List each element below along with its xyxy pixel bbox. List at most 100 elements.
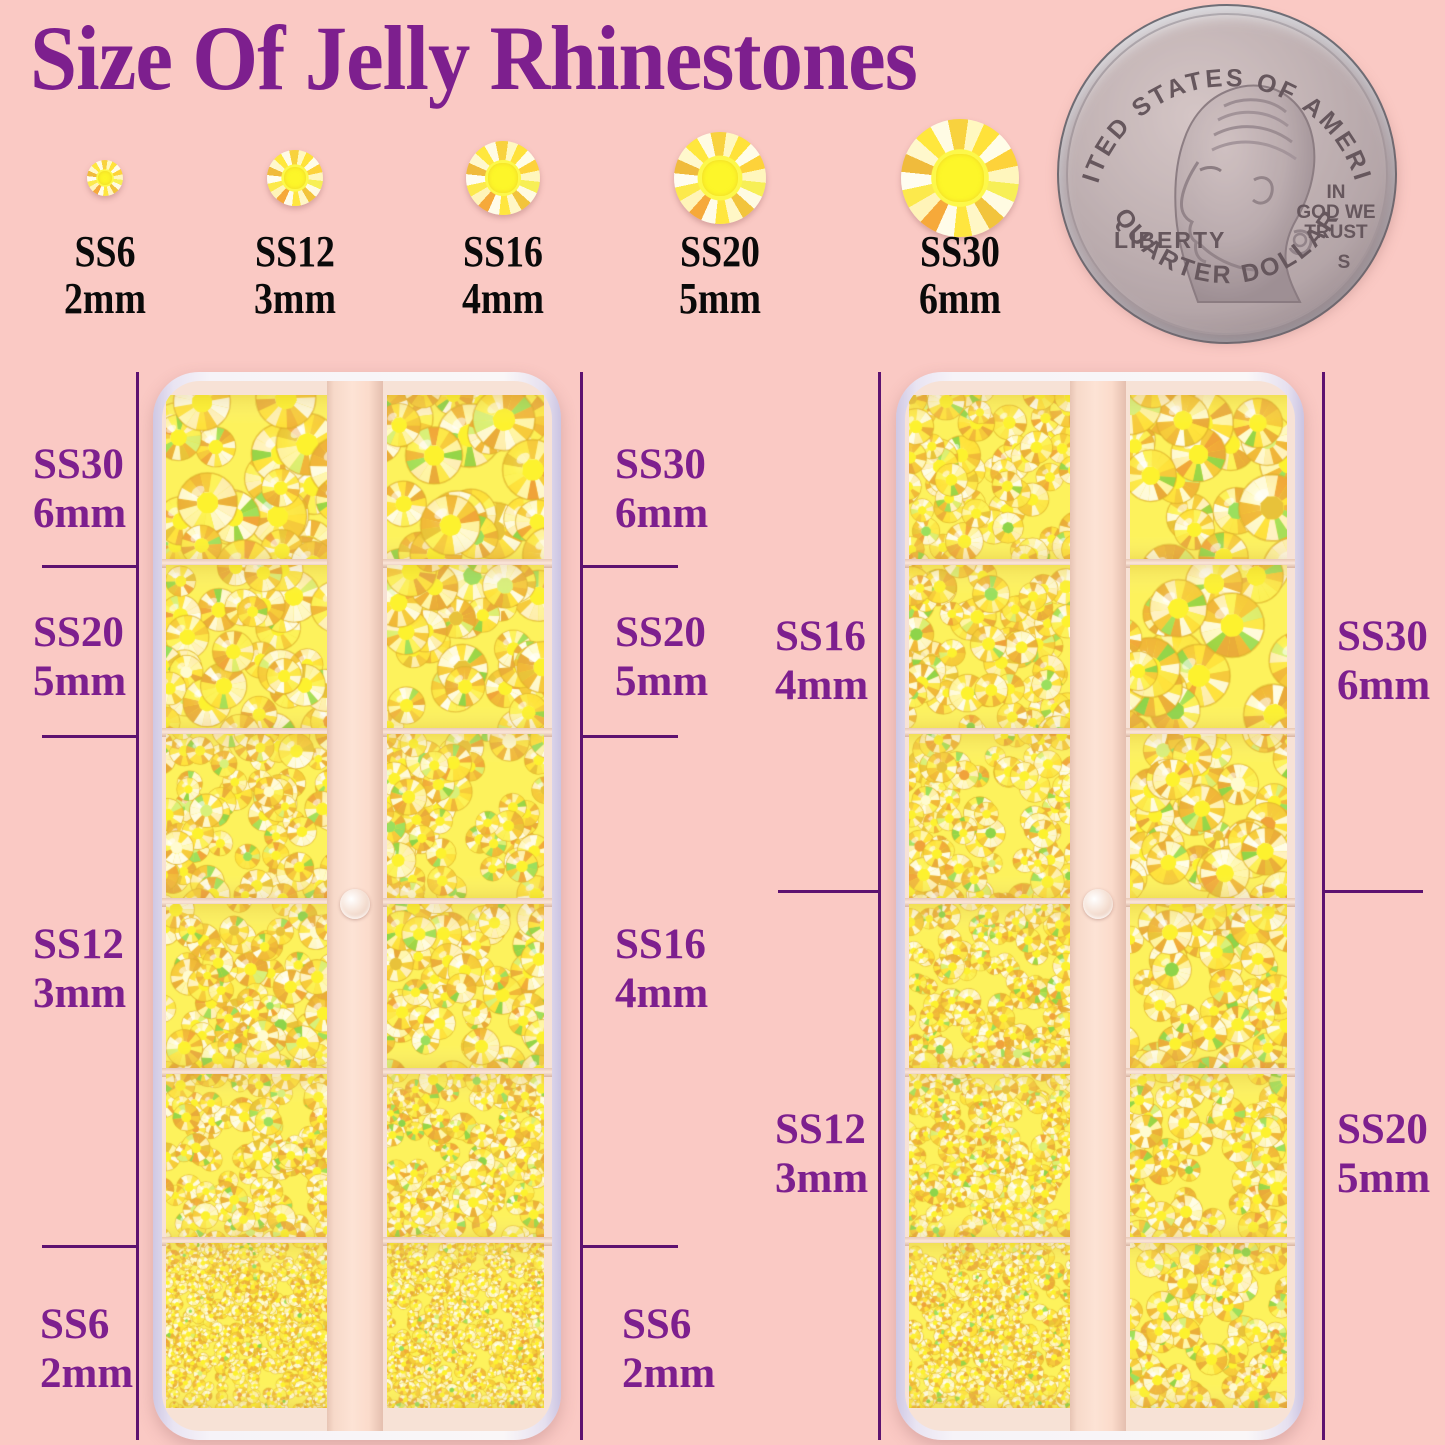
coin-motto-line1: IN (1327, 182, 1346, 203)
page-title: Size Of Jelly Rhinestones (30, 7, 918, 109)
rhinestone-case-left (153, 372, 561, 1440)
label-code: SS16 (615, 921, 706, 968)
size-code: SS12 (255, 227, 335, 276)
size-sample-strip: SS6 2mm SS12 3mm SS16 4mm (0, 119, 1040, 343)
label-code: SS12 (33, 921, 124, 968)
bracket-tick-left-case1-b (42, 735, 139, 738)
case-compartment (387, 734, 544, 899)
case1-left-label-2: SS12 3mm (33, 920, 126, 1018)
bracket-line-left-case2 (878, 372, 881, 1440)
bracket-line-left-case1 (136, 372, 139, 1440)
label-code: SS30 (615, 441, 706, 488)
size-sample-ss12: SS12 3mm (200, 128, 390, 322)
label-code: SS30 (33, 441, 124, 488)
case-compartment (909, 564, 1070, 730)
label-mm: 2mm (40, 1350, 134, 1398)
case-left-interior (162, 381, 552, 1431)
us-quarter-coin: UNITED STATES OF AMERICA QUARTER DOLLAR … (1037, 0, 1406, 347)
case-compartment (166, 564, 327, 730)
size-code: SS6 (74, 227, 136, 276)
case-compartment (909, 1073, 1070, 1239)
size-sample-ss6: SS6 2mm (10, 128, 200, 322)
bracket-tick-left-case1-c (42, 1245, 139, 1248)
case1-left-label-0: SS30 6mm (33, 440, 126, 538)
case-compartment (387, 564, 544, 730)
case-compartment (909, 904, 1070, 1069)
case-compartment (166, 904, 327, 1069)
label-code: SS6 (622, 1301, 692, 1348)
bracket-tick-left-case1-a (42, 565, 139, 568)
bracket-line-right-case2 (1322, 372, 1325, 1440)
case-compartment (387, 395, 544, 560)
size-sample-label-ss20: SS20 5mm (638, 228, 801, 322)
case-compartment (1130, 904, 1287, 1069)
washington-bust (1174, 84, 1316, 303)
case-latch-button[interactable] (1083, 889, 1113, 919)
case2-right-label-1: SS20 5mm (1337, 1105, 1430, 1203)
case-compartment (909, 1243, 1070, 1408)
size-mm: 4mm (462, 274, 544, 324)
size-mm: 6mm (919, 274, 1001, 324)
bracket-tick-right-case1-a (581, 565, 678, 568)
case1-right-label-0: SS30 6mm (615, 440, 708, 538)
case-latch-button[interactable] (340, 889, 370, 919)
case1-left-label-3: SS6 2mm (40, 1300, 133, 1398)
size-code: SS20 (680, 227, 760, 276)
size-sample-label-ss12: SS12 3mm (213, 228, 376, 322)
label-mm: 3mm (33, 970, 127, 1018)
bracket-line-right-case1 (580, 372, 583, 1440)
case-compartment (387, 1243, 544, 1408)
coin-svg: UNITED STATES OF AMERICA QUARTER DOLLAR … (1037, 0, 1397, 344)
coin-motto-line2: GOD WE (1296, 202, 1375, 223)
case1-right-label-1: SS20 5mm (615, 608, 708, 706)
label-code: SS30 (1337, 613, 1428, 660)
label-mm: 4mm (615, 970, 709, 1018)
label-mm: 6mm (615, 490, 709, 538)
rhinestone-icon-ss30 (901, 119, 1019, 237)
label-mm: 2mm (622, 1350, 716, 1398)
bracket-tick-right-case1-c (581, 1245, 678, 1248)
size-sample-label-ss6: SS6 2mm (23, 228, 186, 322)
label-code: SS20 (33, 609, 124, 656)
rhinestone-icon-ss16 (466, 141, 540, 215)
size-mm: 3mm (254, 274, 336, 324)
rhinestone-icon-ss12 (267, 150, 323, 206)
size-sample-ss16: SS16 4mm (408, 128, 598, 322)
case2-left-label-1: SS12 3mm (775, 1105, 868, 1203)
size-code: SS30 (920, 227, 1000, 276)
case-compartment (166, 395, 327, 560)
rhinestone-icon-ss6 (87, 160, 123, 196)
label-mm: 4mm (775, 662, 869, 710)
label-code: SS6 (40, 1301, 110, 1348)
label-mm: 5mm (615, 658, 709, 706)
case-compartment (1130, 1243, 1287, 1408)
size-mm: 2mm (64, 274, 146, 324)
coin-motto-line3: TRUST (1304, 222, 1368, 243)
label-mm: 5mm (33, 658, 127, 706)
label-code: SS20 (615, 609, 706, 656)
case-compartment (166, 1243, 327, 1408)
label-mm: 6mm (1337, 662, 1431, 710)
coin-shadow (1060, 16, 1396, 342)
case-right-interior (905, 381, 1295, 1431)
case-compartment (166, 734, 327, 899)
rhinestone-case-right (896, 372, 1304, 1440)
case-compartment (909, 734, 1070, 899)
label-mm: 3mm (775, 1155, 869, 1203)
case1-right-label-3: SS6 2mm (622, 1300, 715, 1398)
case-compartment (1130, 395, 1287, 560)
label-code: SS20 (1337, 1106, 1428, 1153)
bracket-tick-right-case2-a (1323, 890, 1423, 893)
bracket-tick-right-case1-b (581, 735, 678, 738)
label-mm: 5mm (1337, 1155, 1431, 1203)
case2-right-label-0: SS30 6mm (1337, 612, 1430, 710)
label-code: SS12 (775, 1106, 866, 1153)
label-mm: 6mm (33, 490, 127, 538)
case1-left-label-1: SS20 5mm (33, 608, 126, 706)
case-compartment (387, 1073, 544, 1239)
size-sample-ss20: SS20 5mm (625, 128, 815, 322)
size-code: SS16 (463, 227, 543, 276)
case-compartment (387, 904, 544, 1069)
rhinestone-icon-ss20 (674, 132, 766, 224)
